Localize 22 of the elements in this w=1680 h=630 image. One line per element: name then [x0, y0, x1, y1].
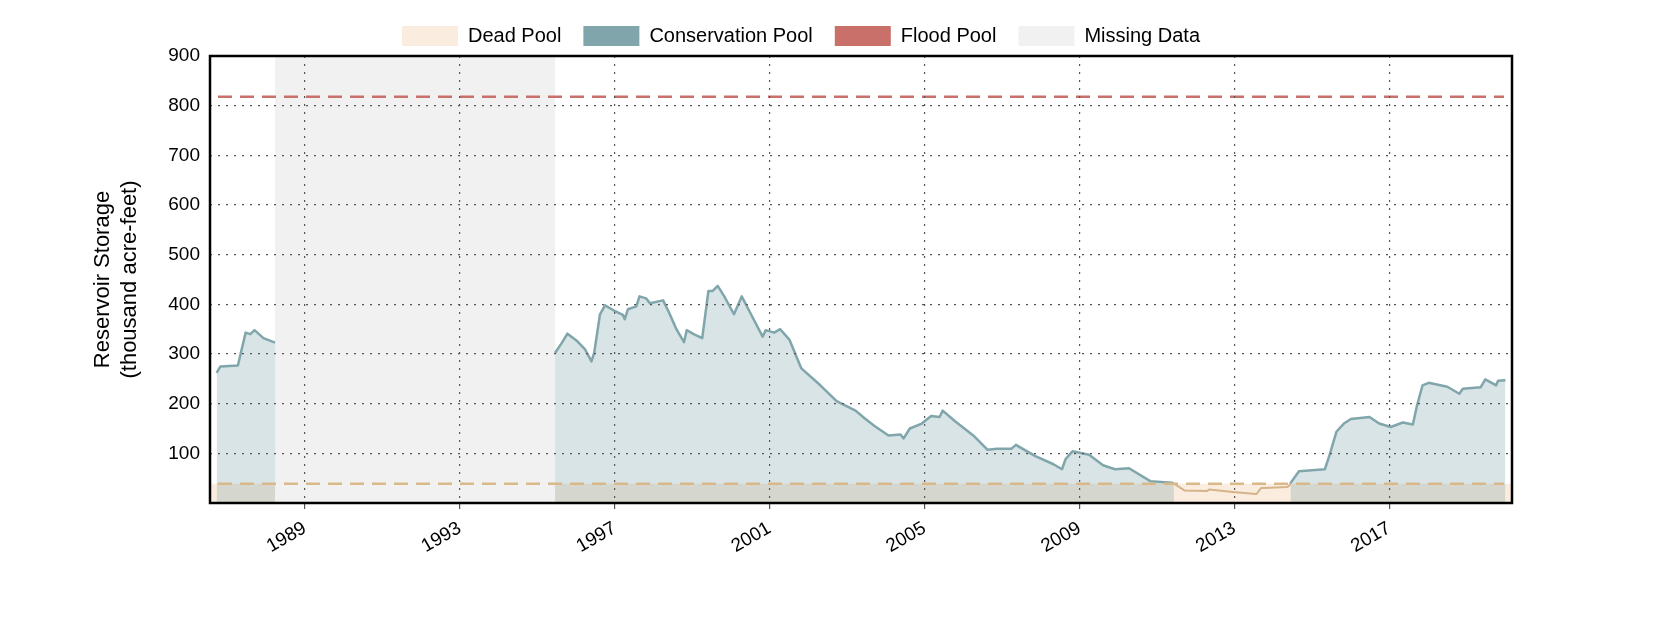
legend-label: Dead Pool — [467, 23, 562, 46]
y-tick-label: 200 — [168, 391, 200, 413]
y-tick-label: 600 — [168, 193, 200, 215]
x-tick-label: 2013 — [1191, 516, 1239, 556]
y-tick-label: 900 — [168, 44, 200, 66]
y-tick-label: 700 — [168, 143, 200, 165]
legend-label: Flood Pool — [900, 23, 997, 46]
y-tick-label: 800 — [168, 93, 200, 115]
x-tick-label: 2001 — [727, 516, 775, 556]
x-tick-label: 1993 — [417, 516, 465, 556]
y-tick-label: 300 — [168, 342, 200, 364]
y-tick-label: 400 — [168, 292, 200, 314]
legend-label: Missing Data — [1084, 23, 1201, 46]
x-tick-label: 1997 — [572, 516, 620, 556]
x-tick-label: 2005 — [882, 516, 930, 556]
x-tick-label: 2017 — [1346, 516, 1394, 556]
y-tick-label: 500 — [168, 242, 200, 264]
x-tick-label: 2009 — [1036, 516, 1085, 556]
y-tick-label: 100 — [168, 441, 200, 463]
y-axis-title: Reservoir Storage (thousand acre-feet) — [89, 180, 141, 379]
legend-label: Conservation Pool — [649, 23, 813, 46]
x-tick-label: 1989 — [262, 516, 310, 556]
